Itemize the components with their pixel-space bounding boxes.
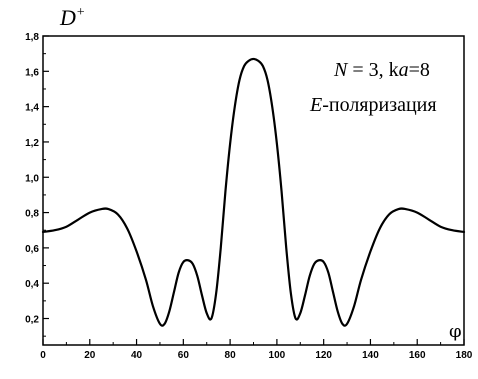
- y-axis-label: D+: [59, 5, 85, 30]
- x-tick-label: 180: [456, 350, 473, 361]
- y-tick-label: 0,8: [25, 209, 39, 220]
- x-tick-label: 40: [131, 350, 143, 361]
- y-tick-label: 1,2: [25, 138, 39, 149]
- y-tick-label: 1,6: [25, 67, 39, 78]
- y-tick-label: 1,4: [25, 103, 39, 114]
- series-line: [41, 57, 466, 327]
- y-tick-label: 1,8: [25, 32, 39, 43]
- x-axis-ticks: 0 20 40 60 80 100 120 140 160 180: [40, 339, 473, 361]
- x-tick-label: 140: [362, 350, 379, 361]
- annotation-params: N = 3, ka=8: [333, 59, 430, 81]
- x-tick-label: 80: [225, 350, 237, 361]
- x-axis-label: φ: [449, 321, 462, 342]
- x-tick-label: 20: [84, 350, 96, 361]
- x-tick-label: 120: [315, 350, 332, 361]
- plot-frame: [42, 35, 465, 346]
- y-axis-label-sup: +: [76, 5, 85, 20]
- x-tick-label: 100: [269, 350, 286, 361]
- y-tick-label: 0,6: [25, 244, 39, 255]
- x-tick-label: 0: [40, 350, 46, 361]
- annotation-polarization: E-поляризация: [309, 94, 437, 116]
- y-tick-label: 0,4: [25, 279, 39, 290]
- y-axis-ticks: 0,2 0,4 0,6 0,8 1,0 1,2 1,4 1,6 1,8: [25, 32, 49, 337]
- x-tick-label: 60: [178, 350, 190, 361]
- x-tick-label: 160: [409, 350, 426, 361]
- y-tick-label: 1,0: [25, 173, 39, 184]
- y-tick-label: 0,2: [25, 315, 39, 326]
